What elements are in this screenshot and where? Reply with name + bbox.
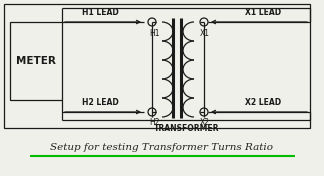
Text: H2 LEAD: H2 LEAD <box>82 98 118 107</box>
Bar <box>4 4 310 128</box>
Text: TRANSFORMER: TRANSFORMER <box>154 124 220 133</box>
Text: X1: X1 <box>200 29 210 38</box>
Text: H1: H1 <box>149 29 159 38</box>
Text: H1 LEAD: H1 LEAD <box>82 8 118 17</box>
Text: X2 LEAD: X2 LEAD <box>245 98 281 107</box>
Text: H2: H2 <box>149 118 159 127</box>
Text: X1 LEAD: X1 LEAD <box>245 8 281 17</box>
Text: Setup for testing Transformer Turns Ratio: Setup for testing Transformer Turns Rati… <box>51 143 273 152</box>
Text: METER: METER <box>16 56 56 66</box>
Text: X2: X2 <box>200 118 210 127</box>
Bar <box>10 22 62 100</box>
